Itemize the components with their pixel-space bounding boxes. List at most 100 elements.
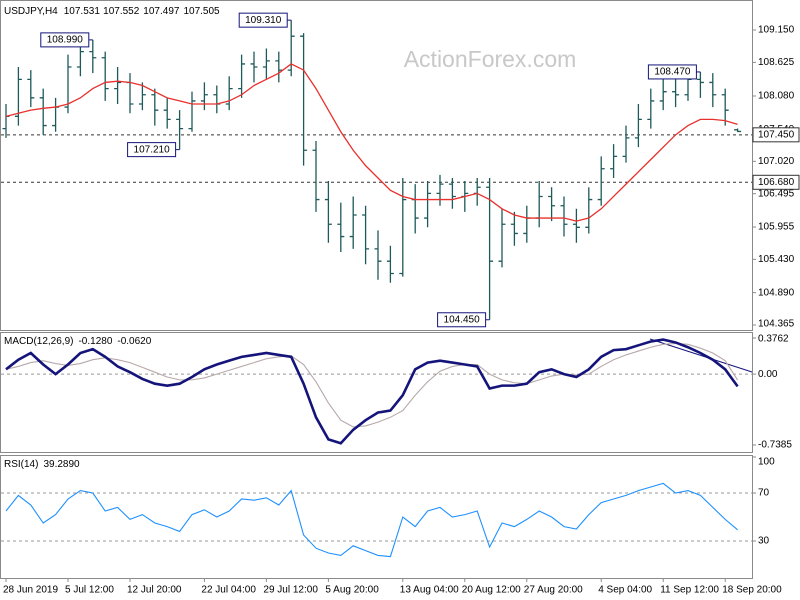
annotation-box	[647, 64, 697, 80]
panel-frame	[0, 332, 753, 453]
ohlc-bar	[448, 177, 456, 209]
ohlc-bar	[27, 70, 35, 108]
ohlc-bar	[610, 144, 618, 178]
ohlc-bar	[151, 88, 159, 126]
ohlc-bar	[572, 208, 580, 243]
last-high: 107.552	[103, 6, 140, 17]
y-tick-label: 107.020	[758, 156, 795, 167]
y-tick-label: 104.365	[758, 319, 795, 330]
y-tick-label: 106.495	[758, 188, 795, 199]
ohlc-bar	[337, 202, 345, 252]
ohlc-bar	[436, 174, 444, 206]
x-tick-label: 11 Sep 12:00	[660, 585, 719, 596]
indicator-header: MACD(12,26,9) -0.1280 -0.0620	[4, 336, 152, 347]
ohlc-bar	[76, 42, 84, 77]
ohlc-bar	[238, 54, 246, 98]
y-tick-label: 104.890	[758, 287, 795, 298]
moving-average	[5, 63, 738, 222]
x-tick-label: 5 Jul 12:00	[65, 585, 114, 596]
ohlc-bar	[585, 187, 593, 234]
ohlc-bar	[163, 97, 171, 129]
indicator-title: RSI(14)	[4, 459, 38, 470]
ohlc-bar	[622, 125, 630, 163]
ohlc-bar	[287, 20, 295, 77]
ohlc-bar	[486, 177, 494, 320]
x-tick-label: 27 Aug 20:00	[524, 585, 583, 596]
ohlc-bar	[659, 79, 667, 111]
indicator-header: RSI(14) 39.2890	[4, 459, 80, 470]
ohlc-bar	[312, 140, 320, 212]
y-tick-label: 105.955	[758, 222, 795, 233]
ohlc-bar	[275, 51, 283, 83]
last-low: 107.497	[143, 6, 180, 17]
ohlc-bar	[89, 39, 97, 74]
ohlc-bar	[424, 181, 432, 228]
x-tick-label: 13 Aug 04:00	[400, 585, 459, 596]
y-tick-label: -0.7385	[758, 440, 792, 451]
ohlc-bar	[138, 82, 146, 111]
x-tick-label: 12 Jul 20:00	[127, 585, 182, 596]
annotation-box	[437, 312, 487, 328]
ohlc-bar	[734, 128, 742, 133]
ohlc-bar	[548, 187, 556, 222]
x-tick-label: 29 Jul 12:00	[263, 585, 318, 596]
ohlc-bar	[362, 205, 370, 265]
indicator-line	[5, 338, 739, 445]
annotation-label: 108.470	[654, 67, 691, 78]
ohlc-bar	[386, 245, 394, 283]
x-tick-label: 20 Aug 12:00	[462, 585, 521, 596]
annotation-label: 108.990	[47, 35, 84, 46]
y-tick-label: 70	[758, 488, 770, 499]
ohlc-bar	[721, 88, 729, 126]
y-tick-label: 30	[758, 536, 770, 547]
ohlc-bar	[39, 88, 47, 135]
annotation-label: 109.310	[245, 15, 282, 26]
watermark: ActionForex.com	[404, 46, 577, 72]
ohlc-bar	[510, 211, 518, 246]
x-tick-label: 22 Jul 04:00	[201, 585, 256, 596]
y-tick-label: 108.625	[758, 57, 795, 68]
ohlc-bar	[114, 67, 122, 104]
annotation-label: 104.450	[444, 314, 481, 325]
y-tick-label: 105.430	[758, 254, 795, 265]
symbol: USDJPY,H4	[4, 6, 58, 17]
indicator-line	[5, 342, 739, 428]
ohlc-bar	[672, 76, 680, 108]
ohlc-bar	[647, 88, 655, 129]
price-header: USDJPY,H4 107.531 107.552 107.497 107.505	[4, 6, 220, 17]
price-line-box	[752, 174, 800, 190]
ohlc-bar	[200, 82, 208, 111]
ohlc-bar	[374, 230, 382, 280]
panel-frame	[0, 455, 753, 579]
y-tick-label: 108.080	[758, 91, 795, 102]
annotation-box	[127, 142, 177, 158]
indicator-value: -0.1280	[78, 336, 112, 347]
ohlc-bar	[188, 91, 196, 132]
ohlc-bar	[560, 196, 568, 237]
x-tick-label: 28 Jun 2019	[3, 585, 58, 596]
ohlc-bar	[225, 76, 233, 111]
y-tick-label: 0.00	[758, 369, 778, 380]
x-tick-label: 4 Sep 04:00	[598, 585, 652, 596]
ohlc-bar	[634, 104, 642, 148]
ohlc-bar	[349, 196, 357, 249]
ohlc-bar	[14, 67, 22, 126]
ohlc-bar	[176, 110, 184, 150]
last-open: 107.531	[64, 6, 101, 17]
ohlc-bar	[709, 73, 717, 108]
indicator-line	[5, 482, 738, 558]
price-line-label: 106.680	[758, 177, 795, 188]
annotation-box	[40, 32, 90, 48]
y-tick-label: 100	[758, 457, 775, 468]
indicator-title: MACD(12,26,9)	[4, 336, 73, 347]
x-tick-label: 18 Sep 20:00	[722, 585, 782, 596]
ohlc-bar	[262, 48, 270, 80]
ohlc-bar	[324, 181, 332, 243]
annotation-box	[238, 12, 288, 28]
ohlc-bar	[399, 177, 407, 277]
price-line-box	[752, 127, 800, 143]
ohlc-bar	[498, 208, 506, 268]
price-line-label: 107.450	[758, 129, 795, 140]
